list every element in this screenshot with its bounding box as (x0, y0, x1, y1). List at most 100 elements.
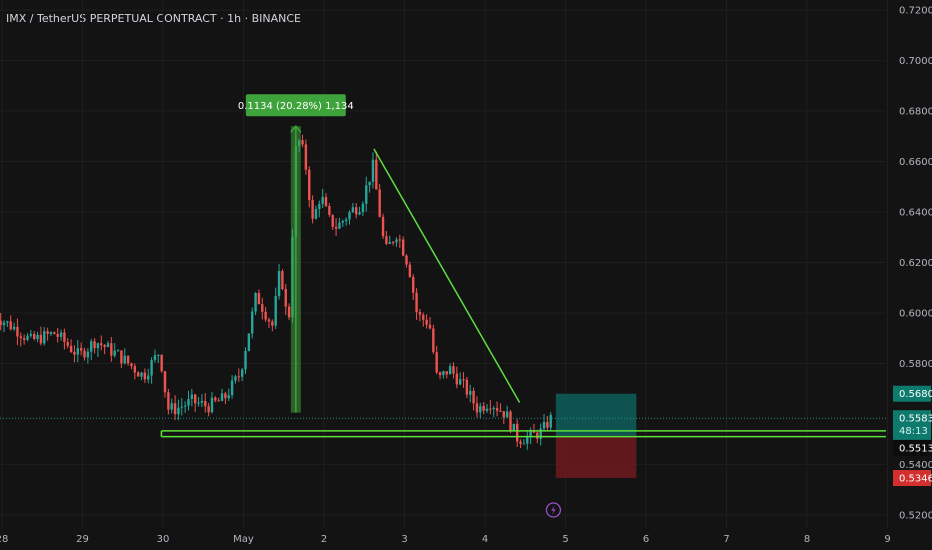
candle-body (287, 306, 291, 318)
candle-body (9, 321, 12, 330)
candle-body (301, 140, 304, 145)
candle-body (492, 407, 495, 409)
candle-body (304, 144, 308, 170)
candle-body (358, 212, 361, 215)
candle-body (167, 392, 170, 410)
candle-body (214, 397, 217, 401)
candle-body (284, 289, 287, 307)
lightning-icon (551, 505, 556, 515)
candle-body (489, 408, 492, 410)
chart-title: IMX / TetherUS PERPETUAL CONTRACT · 1h ·… (6, 12, 301, 25)
drawings: 0.1134 (20.28%) 1,134 (0, 94, 886, 518)
stop-price-tag: 0.5346 (899, 474, 932, 485)
candle-body (529, 430, 532, 437)
time-axis-label: 28 (0, 534, 8, 545)
candle-body (425, 319, 428, 325)
candle-body (479, 405, 482, 413)
candle-body (542, 421, 546, 429)
price-axis-label: 0.7200 (899, 6, 932, 17)
candle-body (381, 216, 385, 237)
candle-body (53, 332, 56, 335)
candle-body (207, 406, 210, 413)
candle-body (442, 371, 445, 376)
candle-body (422, 314, 425, 320)
candle-body (33, 333, 36, 340)
candle-body (6, 321, 9, 323)
candle-body (445, 371, 448, 375)
candle-body (536, 432, 539, 439)
time-axis-label: 5 (562, 534, 568, 545)
candle-body (247, 333, 251, 351)
candle-body (86, 351, 90, 358)
time-axis-label: 9 (884, 534, 890, 545)
candle-body (227, 395, 230, 399)
candle-body (130, 363, 133, 367)
candle-body (277, 271, 281, 297)
position-zones (555, 393, 637, 479)
candle-body (361, 203, 365, 213)
candle-body (190, 394, 194, 399)
candle-body (267, 319, 271, 322)
candle-body (512, 423, 516, 431)
candle-body (197, 402, 200, 404)
candle-body (116, 350, 120, 352)
candle-body (348, 212, 351, 220)
candle-body (180, 406, 183, 408)
candle-body (106, 343, 110, 348)
candle-body (412, 276, 415, 293)
candle-body (49, 332, 53, 335)
candle-body (432, 328, 435, 353)
time-axis-label: 7 (723, 534, 729, 545)
price-axis-label: 0.6400 (899, 208, 932, 219)
time-axis-label: 29 (76, 534, 89, 545)
candle-body (157, 354, 160, 356)
candle-body (516, 423, 519, 442)
price-axis-label: 0.5800 (899, 359, 932, 370)
candle-body (388, 242, 391, 244)
candle-body (187, 398, 190, 406)
price-axis-label: 0.7000 (899, 56, 932, 67)
candle-body (254, 293, 257, 312)
candle-body (321, 197, 324, 204)
time-axis-label: 8 (804, 534, 810, 545)
candle-body (395, 239, 398, 243)
candle-body (334, 226, 338, 229)
candle-body (210, 397, 214, 413)
candle-body (204, 400, 207, 407)
target-zone (555, 393, 637, 436)
candle-body (153, 355, 157, 361)
candle-body (465, 379, 469, 395)
candle-body (257, 293, 261, 305)
candle-body (264, 311, 267, 320)
candle-body (314, 209, 318, 219)
candle-body (509, 411, 512, 431)
chart-grid (0, 0, 888, 528)
candle-body (398, 239, 402, 241)
candle-body (126, 355, 130, 364)
candle-body (462, 379, 465, 381)
stop-price-tag-bg (893, 470, 931, 487)
candle-body (0, 320, 2, 326)
candle-body (103, 345, 106, 348)
price-axis: 0.7200 0.7000 0.6800 0.6600 0.6400 0.6200 0.60… (899, 6, 932, 522)
time-axis-label: 6 (643, 534, 649, 545)
candle-body (318, 203, 321, 210)
countdown-tag: 48:13 (899, 426, 928, 437)
candle-body (79, 348, 83, 351)
candle-body (22, 338, 26, 340)
candle-body (110, 343, 113, 356)
candle-body (355, 207, 358, 215)
candle-body (475, 403, 479, 413)
candle-body (59, 332, 63, 337)
candle-body (69, 345, 73, 352)
candle-body (66, 342, 69, 346)
candle-body (271, 321, 274, 326)
current-price-tag: 0.5583 (899, 414, 932, 425)
time-axis-label: May (233, 534, 254, 545)
target-price-tag: 0.5680 (899, 389, 932, 400)
price-axis-label: 0.5200 (899, 510, 932, 521)
candle-body (448, 366, 452, 375)
price-axis-label: 0.6200 (899, 258, 932, 269)
